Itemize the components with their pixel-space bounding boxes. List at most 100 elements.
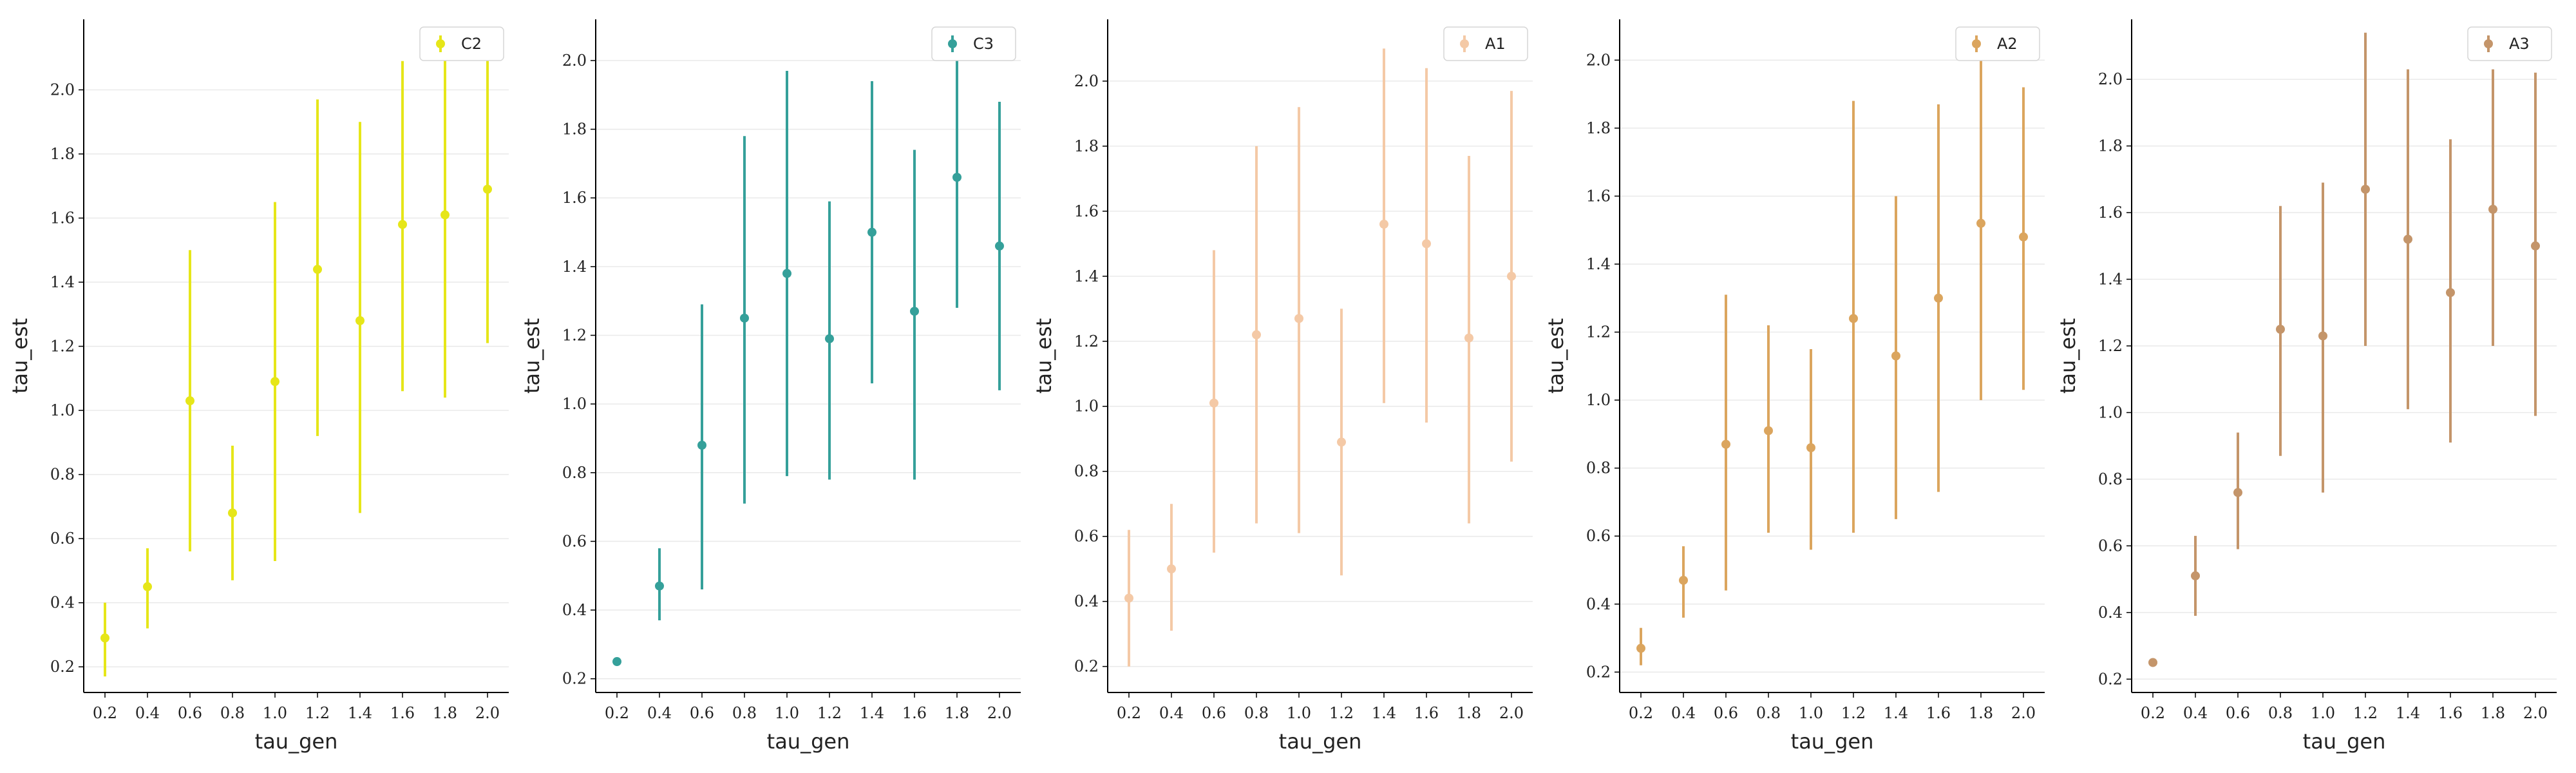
chart-4-y-tick-label-1: 0.4 (1586, 595, 1611, 613)
chart-4-y-tick-label-3: 0.8 (1586, 459, 1611, 477)
chart-5-x-tick-label-9: 2.0 (2523, 704, 2548, 722)
chart-1-point-2 (185, 396, 194, 406)
chart-1-x-tick-label-7: 1.6 (390, 704, 415, 722)
chart-1-y-axis-label: tau_est (8, 318, 32, 394)
chart-5-point-7 (2446, 288, 2455, 298)
chart-2-y-tick-label-9: 2.0 (562, 52, 587, 70)
chart-4-y-tick-label-2: 0.6 (1586, 527, 1611, 545)
chart-4-y-tick-label-7: 1.6 (1586, 187, 1611, 205)
chart-3-y-tick-label-5: 1.2 (1074, 332, 1099, 350)
chart-2-point-9 (995, 241, 1004, 251)
chart-1-point-1 (143, 582, 152, 591)
chart-5-x-axis-label: tau_gen (2303, 729, 2386, 754)
chart-2-y-tick-label-5: 1.2 (562, 327, 587, 345)
chart-3-x-tick-label-0: 0.2 (1117, 704, 1141, 722)
chart-4-point-8 (1976, 218, 1985, 228)
chart-3-legend-label: A1 (1485, 35, 1506, 53)
chart-3-y-tick-label-3: 0.8 (1074, 463, 1099, 481)
chart-3-x-tick-label-6: 1.4 (1372, 704, 1396, 722)
chart-3-point-8 (1464, 333, 1473, 343)
chart-1-x-tick-label-5: 1.2 (305, 704, 330, 722)
chart-4-x-tick-label-3: 0.8 (1756, 704, 1781, 722)
chart-2-point-2 (697, 441, 706, 450)
chart-1-legend-label: C2 (461, 35, 482, 53)
chart-5-y-tick-label-6: 1.4 (2098, 271, 2123, 289)
chart-3-x-tick-label-9: 2.0 (1499, 704, 1524, 722)
chart-2-y-tick-label-6: 1.4 (562, 258, 587, 276)
chart-3-x-tick-label-3: 0.8 (1244, 704, 1269, 722)
chart-2-point-6 (867, 227, 876, 237)
chart-2-x-axis-label: tau_gen (767, 729, 850, 754)
chart-4-point-4 (1806, 443, 1815, 452)
chart-2-x-tick-label-5: 1.2 (817, 704, 842, 722)
chart-2-legend-marker-point (948, 39, 957, 48)
chart-3-x-tick-label-5: 1.2 (1329, 704, 1354, 722)
chart-2-point-8 (952, 173, 961, 182)
chart-4-legend-label: A2 (1997, 35, 2018, 53)
chart-1-y-tick-label-7: 1.6 (50, 209, 75, 227)
chart-4-point-1 (1679, 575, 1688, 585)
chart-2-y-tick-label-1: 0.4 (562, 601, 587, 619)
chart-5-y-tick-label-1: 0.4 (2098, 604, 2123, 622)
chart-3-panel: 0.2 0.4 0.6 0.8 1.0 1.2 1.4 1.6 1.8 2.0 0.2 0.4 0.6 0… (1032, 19, 1533, 754)
chart-3-x-tick-label-1: 0.4 (1159, 704, 1184, 722)
chart-1-y-tick-label-9: 2.0 (50, 81, 75, 99)
chart-3-y-tick-label-7: 1.6 (1074, 202, 1099, 220)
chart-3-x-axis-label: tau_gen (1279, 729, 1362, 754)
chart-4-x-axis-label: tau_gen (1791, 729, 1874, 754)
chart-3-point-9 (1507, 271, 1516, 281)
chart-5-x-tick-label-5: 1.2 (2353, 704, 2378, 722)
chart-4-y-tick-label-4: 1.0 (1586, 391, 1611, 409)
chart-1-x-tick-label-2: 0.6 (178, 704, 202, 722)
chart-5-point-1 (2191, 571, 2200, 580)
chart-1-x-tick-label-8: 1.8 (433, 704, 457, 722)
chart-2-x-tick-label-1: 0.4 (647, 704, 672, 722)
chart-1-point-7 (398, 220, 407, 229)
chart-1-y-tick-label-4: 1.0 (50, 401, 75, 419)
chart-5-x-tick-label-6: 1.4 (2396, 704, 2420, 722)
chart-1-legend: C2 (419, 26, 504, 61)
chart-1-y-tick-label-2: 0.6 (50, 530, 75, 548)
chart-1-x-tick-label-9: 2.0 (475, 704, 500, 722)
chart-4-point-5 (1849, 314, 1858, 323)
chart-5-y-tick-label-2: 0.6 (2098, 537, 2123, 555)
chart-4-x-tick-label-4: 1.0 (1799, 704, 1823, 722)
chart-4-x-tick-label-2: 0.6 (1714, 704, 1738, 722)
chart-5-x-tick-label-4: 1.0 (2311, 704, 2335, 722)
chart-2-x-tick-label-9: 2.0 (987, 704, 1012, 722)
chart-3-point-2 (1209, 398, 1218, 408)
chart-2-y-tick-label-7: 1.6 (562, 189, 587, 207)
chart-1-point-8 (440, 210, 450, 220)
chart-2-y-tick-label-2: 0.6 (562, 532, 587, 550)
chart-3-y-tick-label-6: 1.4 (1074, 267, 1099, 285)
chart-1-x-tick-label-0: 0.2 (93, 704, 117, 722)
chart-1-x-tick-label-4: 1.0 (263, 704, 287, 722)
chart-1-point-3 (228, 508, 237, 518)
chart-3-x-tick-label-2: 0.6 (1202, 704, 1226, 722)
chart-5-legend-label: A3 (2509, 35, 2530, 53)
chart-5-point-8 (2488, 204, 2497, 214)
chart-2-point-3 (740, 313, 749, 323)
chart-5-x-tick-label-0: 0.2 (2141, 704, 2165, 722)
chart-5-x-tick-label-1: 0.4 (2183, 704, 2208, 722)
chart-5-y-tick-label-5: 1.2 (2098, 337, 2123, 355)
chart-1-x-axis-label: tau_gen (255, 729, 338, 754)
chart-2-x-tick-label-7: 1.6 (902, 704, 927, 722)
chart-1-y-tick-label-8: 1.8 (50, 145, 75, 163)
chart-4-x-tick-label-8: 1.8 (1969, 704, 1993, 722)
chart-1-point-4 (270, 377, 279, 386)
chart-3-y-tick-label-1: 0.4 (1074, 593, 1099, 611)
chart-3-y-tick-label-0: 0.2 (1074, 658, 1099, 676)
chart-3-point-1 (1167, 564, 1176, 574)
chart-3-x-tick-label-7: 1.6 (1414, 704, 1439, 722)
chart-2-y-tick-label-4: 1.0 (562, 395, 587, 413)
chart-1-y-tick-label-5: 1.2 (50, 338, 75, 356)
chart-5-legend-marker-point (2484, 39, 2493, 48)
chart-2-point-0 (612, 657, 621, 667)
chart-2-legend-label: C3 (973, 35, 994, 53)
chart-3-point-7 (1422, 239, 1431, 249)
chart-5-y-tick-label-8: 1.8 (2098, 137, 2123, 155)
chart-4-point-7 (1934, 293, 1943, 303)
chart-5-y-tick-label-3: 0.8 (2098, 470, 2123, 488)
